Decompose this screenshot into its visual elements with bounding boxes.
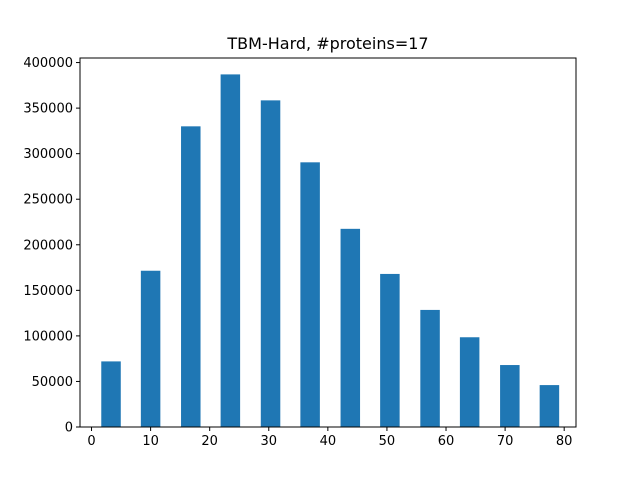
y-tick-label-7: 350000 — [23, 102, 73, 117]
bar-2 — [181, 126, 201, 427]
plot-frame — [79, 57, 577, 428]
y-tick-label-4: 200000 — [23, 238, 73, 253]
bar-11 — [539, 385, 560, 427]
bar-1 — [140, 270, 161, 427]
x-tick-label-0: 0 — [87, 434, 95, 449]
x-tick-label-4: 40 — [320, 434, 337, 449]
x-tick-label-6: 60 — [438, 434, 455, 449]
bar-7 — [380, 273, 400, 427]
x-tick-label-5: 50 — [379, 434, 396, 449]
x-tick-label-1: 10 — [142, 434, 159, 449]
x-tick-label-3: 30 — [260, 434, 277, 449]
bar-6 — [340, 228, 361, 427]
bar-4 — [260, 100, 281, 427]
y-tick-label-1: 50000 — [32, 375, 73, 390]
bar-3 — [220, 74, 241, 428]
bar-8 — [420, 309, 440, 427]
y-tick-label-3: 150000 — [23, 284, 73, 299]
y-tick-label-0: 0 — [65, 421, 73, 436]
y-tick-label-5: 250000 — [23, 193, 73, 208]
x-axis: 0 10 20 30 40 50 60 70 80 — [87, 427, 572, 449]
bar-5 — [300, 162, 320, 428]
y-tick-label-2: 100000 — [23, 329, 73, 344]
chart-title: TBM-Hard, #proteins=17 — [226, 34, 428, 53]
y-tick-label-8: 400000 — [23, 56, 73, 71]
bar-10 — [500, 365, 520, 427]
bar-0 — [101, 361, 121, 427]
y-axis: 0 50000 100000 150000 200000 250000 300000 3500… — [23, 56, 80, 436]
y-tick-label-6: 300000 — [23, 147, 73, 162]
x-tick-label-8: 80 — [556, 434, 573, 449]
x-tick-label-2: 20 — [201, 434, 218, 449]
x-tick-label-7: 70 — [497, 434, 514, 449]
bar-9 — [459, 337, 480, 427]
bars-group — [101, 74, 560, 428]
